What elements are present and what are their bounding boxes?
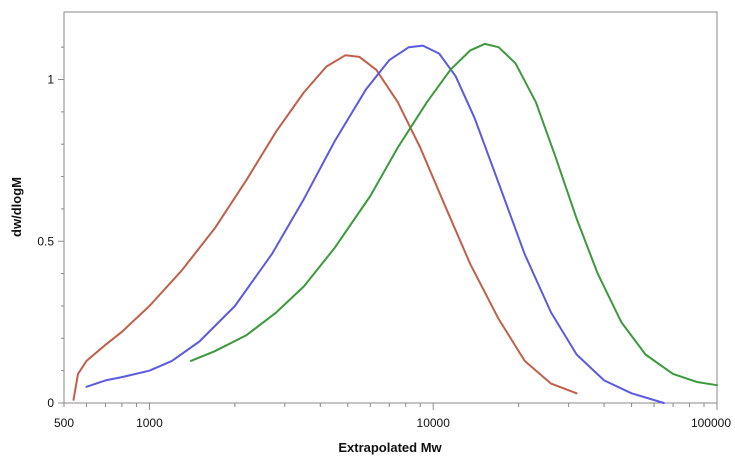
x-axis-title: Extrapolated Mw [338,440,442,455]
series-line-3 [189,42,718,387]
series-layer [72,42,718,404]
series-line-1 [72,54,578,401]
series-line-2 [85,44,665,404]
x-axis: 500 1000 10000 100000 [54,403,731,430]
y-axis-title: dw/dlogM [9,177,24,237]
y-tick-label: 0 [47,396,54,410]
y-axis: 00.51 [37,46,64,410]
x-tick-label: 100000 [691,416,731,430]
plot-area [63,11,718,404]
y-tick-label: 0.5 [37,234,54,248]
y-tick-label: 1 [47,73,54,87]
x-tick-label: 1000 [136,416,163,430]
x-tick-label: 500 [54,416,74,430]
x-tick-label: 10000 [417,416,451,430]
